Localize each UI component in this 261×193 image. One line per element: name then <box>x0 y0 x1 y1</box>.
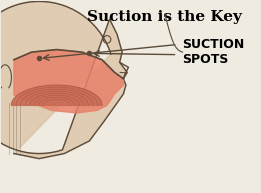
Text: Suction is the Key: Suction is the Key <box>87 10 242 24</box>
Polygon shape <box>14 50 123 113</box>
Polygon shape <box>0 1 127 159</box>
Text: SUCTION
SPOTS: SUCTION SPOTS <box>182 38 245 66</box>
Polygon shape <box>11 85 102 105</box>
